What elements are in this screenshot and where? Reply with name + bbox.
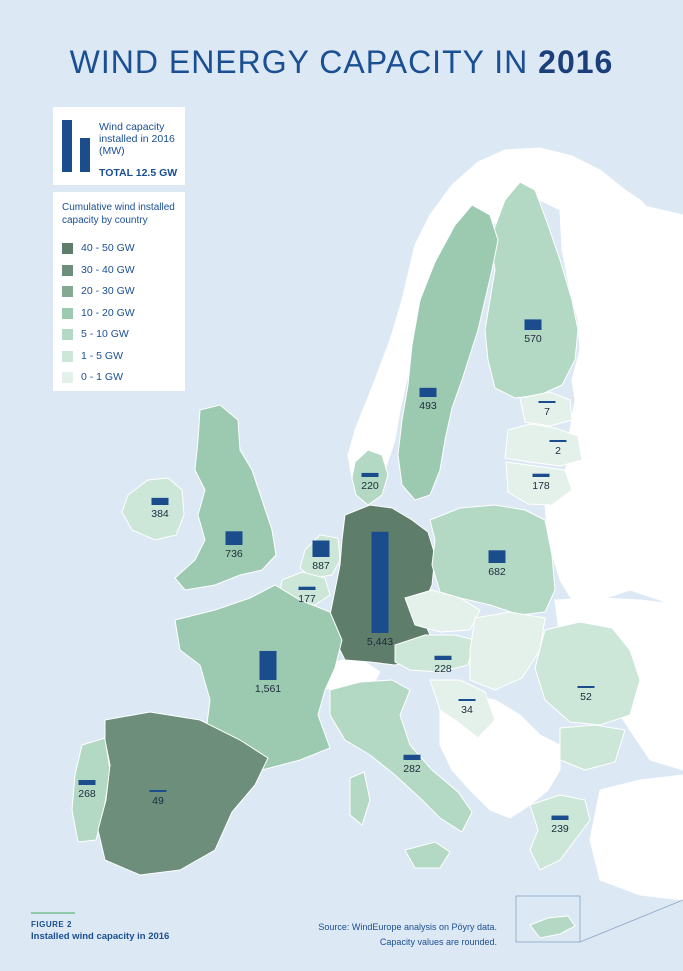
value-label-latvia: 2 [555, 445, 561, 457]
value-label-finland: 570 [524, 333, 542, 345]
bar-italy [403, 754, 421, 760]
value-label-united-kingdom: 736 [225, 548, 243, 560]
legend-class-label: 10 - 20 GW [81, 306, 135, 319]
legend-bar-icon [62, 120, 94, 172]
legend-class-label: 1 - 5 GW [81, 349, 124, 362]
value-label-greece: 239 [551, 823, 569, 835]
legend-swatch [62, 329, 73, 340]
cumulative-capacity-legend: Cumulative wind installed capacity by co… [53, 192, 185, 391]
italy-shape [329, 679, 473, 833]
estonia-shape [519, 391, 573, 427]
figure-number: FIGURE 2 [31, 920, 72, 929]
source-note: Source: WindEurope analysis on Pöyry dat… [318, 922, 497, 932]
bar-france [259, 650, 277, 680]
figure-rule [31, 912, 75, 914]
bar-finland [524, 319, 542, 330]
finland-shape [484, 181, 579, 399]
bar-poland [488, 550, 506, 563]
value-label-romania: 52 [580, 691, 592, 703]
value-label-ireland: 384 [151, 508, 169, 520]
legend-swatch [62, 264, 73, 276]
bar-germany [371, 531, 389, 633]
bar-ireland [151, 497, 169, 505]
france-shape [174, 584, 343, 771]
legend-swatch [62, 372, 73, 383]
value-label-france: 1,561 [255, 683, 281, 695]
bar-romania [577, 686, 595, 688]
greece-shape [529, 794, 591, 871]
value-label-portugal: 268 [78, 788, 96, 800]
value-label-estonia: 7 [544, 406, 550, 418]
value-label-italy: 282 [403, 763, 421, 775]
bar-latvia [549, 440, 567, 442]
bar-sweden [419, 387, 437, 397]
value-label-poland: 682 [488, 566, 506, 578]
value-label-spain: 49 [152, 795, 164, 807]
united-kingdom-shape [174, 404, 277, 591]
legend-total: TOTAL 12.5 GW [99, 167, 178, 179]
value-label-croatia: 34 [461, 704, 473, 716]
lithuania-shape [505, 461, 573, 506]
bar-portugal [78, 780, 96, 785]
latvia-shape [504, 423, 583, 467]
turkey-land [589, 774, 683, 901]
installed-capacity-legend: Wind capacity installed in 2016 (MW) TOT… [53, 107, 185, 185]
legend-swatch [62, 243, 73, 254]
russia-belarus-land [544, 199, 683, 611]
value-label-belgium: 177 [298, 593, 316, 605]
cyprus-inset-line [579, 899, 683, 943]
value-label-denmark: 220 [361, 480, 379, 492]
legend-class-label: 40 - 50 GW [81, 242, 135, 254]
figure-caption: Installed wind capacity in 2016 [31, 931, 170, 942]
rounding-note: Capacity values are rounded. [379, 937, 497, 947]
bar-austria [434, 655, 452, 660]
legend-class-label: 5 - 10 GW [81, 328, 129, 340]
romania-shape [534, 621, 641, 726]
installation-labels: 5,443491,5617362824936822682208875238422… [78, 333, 592, 835]
title-main: WIND ENERGY CAPACITY IN [69, 44, 529, 80]
installation-bars [78, 319, 595, 820]
value-label-netherlands: 887 [312, 560, 330, 572]
sicily-shape [404, 841, 451, 869]
legend-swatch [62, 350, 73, 362]
spain-shape [97, 711, 269, 876]
value-label-austria: 228 [434, 663, 452, 675]
legend-class-label: 30 - 40 GW [81, 263, 135, 276]
legend-swatch [62, 286, 73, 297]
sweden-shape [397, 204, 499, 501]
bar-denmark [361, 472, 379, 477]
croatia-slovenia-shape [429, 679, 496, 739]
title-year: 2016 [538, 44, 614, 80]
bar-united-kingdom [225, 531, 243, 545]
legend-swatch [62, 307, 73, 319]
bar-estonia [538, 401, 556, 403]
bar-croatia [458, 699, 476, 701]
bar-belgium [298, 586, 316, 590]
bulgaria-shape [559, 724, 626, 771]
cyprus-shape [529, 915, 576, 939]
sardinia-shape [349, 771, 371, 826]
bar-lithuania [532, 473, 550, 477]
value-label-sweden: 493 [419, 400, 437, 412]
cyprus-inset-frame [515, 895, 581, 943]
denmark-shape [351, 449, 389, 506]
value-label-lithuania: 178 [532, 480, 550, 492]
value-label-germany: 5,443 [367, 636, 393, 648]
bar-spain [149, 790, 167, 792]
legend-cumulative-heading: Cumulative wind installed capacity by co… [62, 202, 175, 226]
page-title: WIND ENERGY CAPACITY IN 2016 [0, 44, 683, 81]
legend-class-label: 0 - 1 GW [81, 371, 124, 383]
bar-netherlands [312, 540, 330, 557]
bar-greece [551, 815, 569, 820]
ireland-shape [121, 477, 185, 541]
legend-installed-label: Wind capacity installed in 2016 (MW) [99, 121, 175, 157]
hungary-slovakia-shape [469, 611, 546, 691]
legend-class-label: 20 - 30 GW [81, 285, 135, 297]
austria-shape [394, 634, 476, 673]
